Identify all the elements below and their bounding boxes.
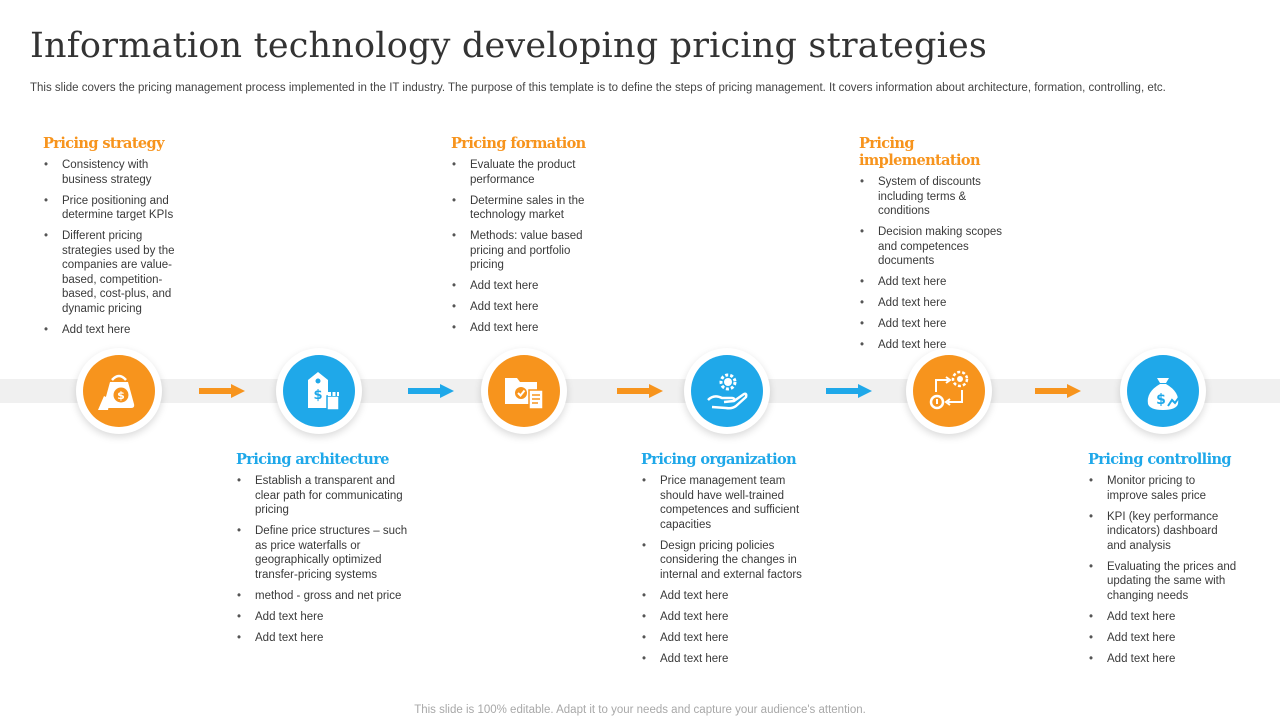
list-item: Add text here [642,610,816,625]
stage-pricing-controlling: Pricing controlling Monitor pricing to i… [1088,451,1238,673]
folder-document-icon [505,378,544,410]
process-cycle-icon [929,370,969,410]
list-item: Add text here [860,317,1018,332]
list-item: Add text here [452,279,606,294]
list-item: Add text here [860,275,1018,290]
money-bag-hand-icon: $ [98,374,135,410]
list-item: Add text here [1089,631,1238,646]
list-item: Price positioning and determine target K… [44,194,193,223]
list-item: Add text here [642,652,816,667]
stage-pricing-strategy: Pricing strategy Consistency with busine… [43,135,193,344]
list-item: Evaluating the prices and updating the s… [1089,560,1238,604]
stage-heading: Pricing controlling [1088,451,1232,468]
list-item: Determine sales in the technology market [452,194,606,223]
stage-pricing-formation: Pricing formation Evaluate the product p… [451,135,606,342]
list-item: Add text here [642,589,816,604]
list-item: Add text here [1089,652,1238,667]
list-item: Add text here [452,321,606,336]
stage-1-circle: $ [76,348,162,434]
stage-heading: Pricing strategy [43,135,165,152]
list-item: Define price structures – such as price … [237,524,411,582]
list-item: System of discounts including terms & co… [860,175,1018,219]
slide-title: Information technology developing pricin… [30,26,988,66]
list-item: Add text here [860,338,1018,353]
stage-heading: Pricing implementation [859,135,981,169]
svg-text:$: $ [117,389,125,402]
stage-heading: Pricing formation [451,135,586,152]
stage-heading: Pricing organization [641,451,797,468]
stage-4-circle [684,348,770,434]
list-item: method - gross and net price [237,589,411,604]
list-item: Price management team should have well-t… [642,474,816,532]
list-item: KPI (key performance indicators) dashboa… [1089,510,1238,554]
list-item: Consistency with business strategy [44,158,193,187]
list-item: Design pricing policies considering the … [642,539,816,583]
arrow-right-icon [199,384,245,398]
svg-text:$: $ [1156,392,1166,408]
price-tag-chess-icon: $ [308,372,340,411]
list-item: Decision making scopes and competences d… [860,225,1018,269]
stage-6-circle: $ [1120,348,1206,434]
stage-pricing-organization: Pricing organization Price management te… [641,451,816,673]
stage-pricing-implementation: Pricing implementation System of discoun… [859,135,1039,359]
list-item: Add text here [1089,610,1238,625]
list-item: Establish a transparent and clear path f… [237,474,411,518]
list-item: Add text here [44,323,193,338]
stage-2-circle: $ [276,348,362,434]
list-item: Add text here [860,296,1018,311]
arrow-right-icon [1035,384,1081,398]
hand-gear-icon [707,373,748,410]
slide-footer: This slide is 100% editable. Adapt it to… [414,704,866,716]
arrow-right-icon [617,384,663,398]
list-item: Add text here [452,300,606,315]
stage-heading: Pricing architecture [236,451,389,468]
stage-pricing-architecture: Pricing architecture Establish a transpa… [236,451,411,652]
svg-text:$: $ [313,388,322,403]
list-item: Evaluate the product performance [452,158,606,187]
list-item: Add text here [642,631,816,646]
arrow-right-icon [408,384,454,398]
list-item: Add text here [237,610,411,625]
list-item: Add text here [237,631,411,646]
slide-subtitle: This slide covers the pricing management… [30,82,1166,94]
arrow-right-icon [826,384,872,398]
stage-3-circle [481,348,567,434]
list-item: Monitor pricing to improve sales price [1089,474,1238,503]
stage-5-circle [906,348,992,434]
list-item: Methods: value based pricing and portfol… [452,229,606,273]
money-bag-growth-icon: $ [1147,378,1181,410]
list-item: Different pricing strategies used by the… [44,229,193,316]
